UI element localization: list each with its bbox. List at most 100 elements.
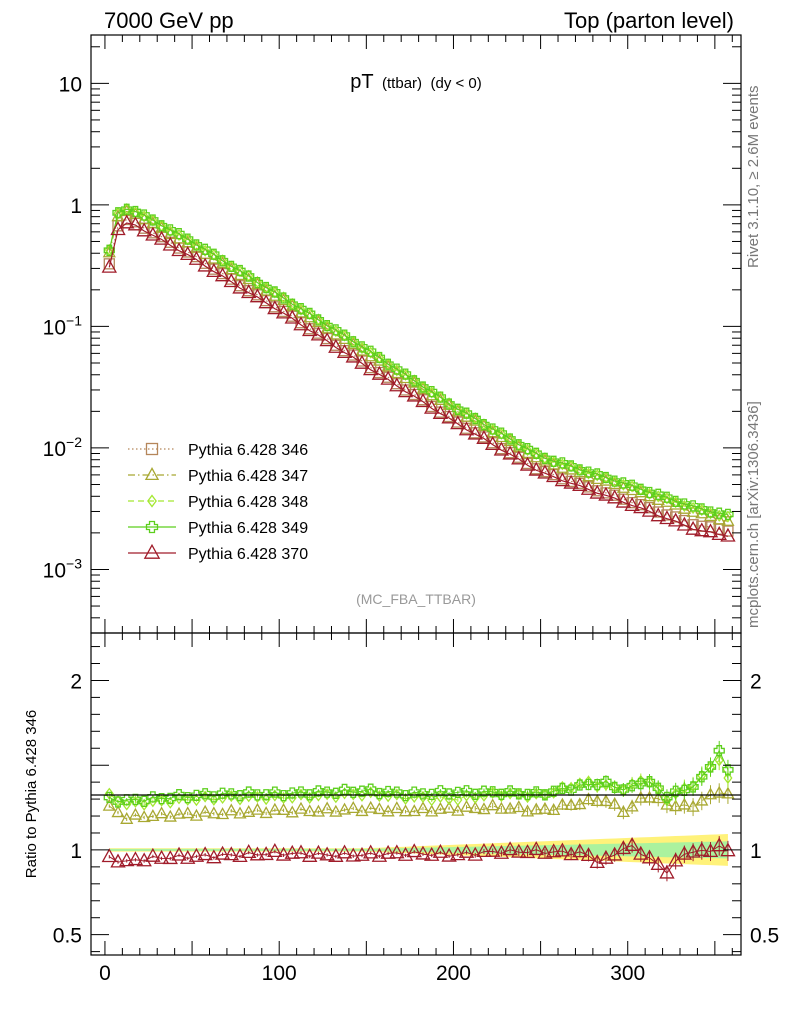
ratio-point-s370	[537, 844, 553, 859]
ratio-point-s349	[687, 781, 699, 793]
data-point-s370	[659, 510, 675, 525]
ratio-point-s347	[128, 807, 143, 820]
data-point-s370	[119, 214, 135, 229]
data-point-s349	[600, 471, 612, 484]
data-point-s349	[225, 260, 237, 272]
data-point-s349	[495, 427, 508, 439]
ratio-point-s349	[243, 786, 255, 798]
data-point-s349	[530, 447, 542, 459]
ratio-point-s348	[209, 793, 219, 806]
data-point-s370	[101, 258, 117, 273]
ratio-point-s370	[241, 844, 257, 859]
data-point-s348	[165, 225, 175, 238]
data-point-s348	[723, 510, 733, 523]
ratio-point-s347	[486, 798, 500, 811]
data-point-s370	[615, 493, 632, 508]
ratio-point-s349	[652, 782, 664, 794]
data-point-s370	[580, 480, 597, 495]
data-point-s349	[373, 351, 386, 364]
ratio-point-s347	[311, 804, 326, 817]
data-point-s349	[626, 479, 638, 491]
data-point-s370	[136, 222, 152, 237]
data-point-s349	[286, 298, 298, 310]
ratio-point-s347	[695, 793, 709, 806]
ratio-point-s349	[417, 788, 429, 800]
ratio-point-s370	[214, 845, 231, 860]
ratio-point-s349	[704, 761, 717, 773]
data-point-s370	[493, 441, 510, 456]
legend-label: Pythia 6.428 347	[188, 468, 308, 485]
data-point-s349	[199, 243, 211, 255]
data-point-s349	[173, 227, 185, 240]
ratio-point-s349	[216, 787, 229, 799]
ratio-point-s347	[468, 801, 482, 814]
data-point-s348	[331, 325, 341, 338]
ratio-point-s349	[643, 776, 656, 788]
analysis-watermark: (MC_FBA_TTBAR)	[356, 591, 476, 607]
data-point-s349	[312, 314, 325, 326]
ratio-point-s349	[478, 785, 490, 797]
data-point-s370	[371, 365, 388, 380]
data-point-s349	[391, 363, 403, 375]
ratio-point-s349	[225, 788, 237, 800]
ratio-point-s370	[101, 848, 117, 863]
ratio-y-axis-label: Ratio to Pythia 6.428 346	[23, 710, 40, 878]
data-point-s349	[295, 303, 307, 315]
data-point-s370	[397, 383, 414, 398]
ratio-point-s349	[295, 786, 307, 798]
ratio-point-s349	[460, 785, 473, 797]
ratio-point-s347	[712, 785, 726, 798]
ratio-point-s370	[484, 842, 501, 857]
data-point-s348	[174, 228, 184, 242]
ratio-point-s370	[676, 845, 693, 860]
data-point-s348	[200, 244, 210, 257]
data-point-s349	[687, 500, 699, 512]
x-tick-label: 0	[99, 962, 111, 985]
legend-marker	[147, 494, 157, 508]
data-point-s370	[362, 361, 379, 376]
data-point-s349	[408, 375, 420, 387]
ratio-point-s349	[609, 781, 621, 794]
y-tick-label-exponent: −3	[66, 555, 82, 571]
ratio-point-s347	[381, 804, 395, 817]
data-point-s370	[345, 348, 361, 363]
ratio-point-s347	[520, 804, 535, 817]
ratio-point-s347	[398, 804, 413, 817]
ratio-plot-series	[101, 740, 736, 882]
header-process-label: Top (parton level)	[564, 8, 734, 33]
data-point-s370	[554, 472, 571, 487]
ratio-point-s349	[304, 789, 316, 801]
data-point-s370	[232, 279, 248, 294]
ratio-point-s370	[171, 846, 187, 861]
ratio-point-s349	[373, 787, 386, 800]
y-tick-label: 10−1	[43, 312, 83, 339]
ratio-point-s347	[590, 794, 604, 807]
legend-label: Pythia 6.428 346	[188, 442, 308, 459]
x-tick-label: 300	[610, 962, 645, 985]
data-point-s370	[188, 250, 205, 265]
ratio-point-s347	[215, 807, 230, 820]
legend-marker	[145, 442, 159, 456]
data-point-s349	[112, 207, 124, 219]
data-point-s349	[696, 503, 708, 515]
data-point-s349	[129, 205, 142, 218]
ratio-point-s370	[284, 844, 300, 859]
data-point-s349	[347, 336, 359, 348]
ratio-point-s348	[183, 793, 193, 806]
ratio-point-s347	[703, 787, 718, 800]
ratio-point-s349	[399, 789, 412, 802]
data-point-s349	[338, 329, 351, 341]
data-point-s349	[582, 466, 595, 478]
data-point-s349	[678, 498, 691, 510]
ratio-point-s347	[189, 808, 204, 821]
ratio-point-s347	[268, 802, 282, 815]
data-point-s349	[304, 307, 316, 320]
legend-entry-s348: Pythia 6.428 348	[128, 494, 308, 511]
series-line-s349	[108, 208, 729, 515]
ratio-point-s370	[110, 853, 126, 868]
ratio-point-s349	[365, 783, 377, 795]
ratio-point-s349	[173, 789, 185, 801]
ratio-point-s347	[390, 801, 404, 814]
data-point-s370	[650, 507, 666, 522]
ratio-point-s349	[426, 788, 438, 801]
